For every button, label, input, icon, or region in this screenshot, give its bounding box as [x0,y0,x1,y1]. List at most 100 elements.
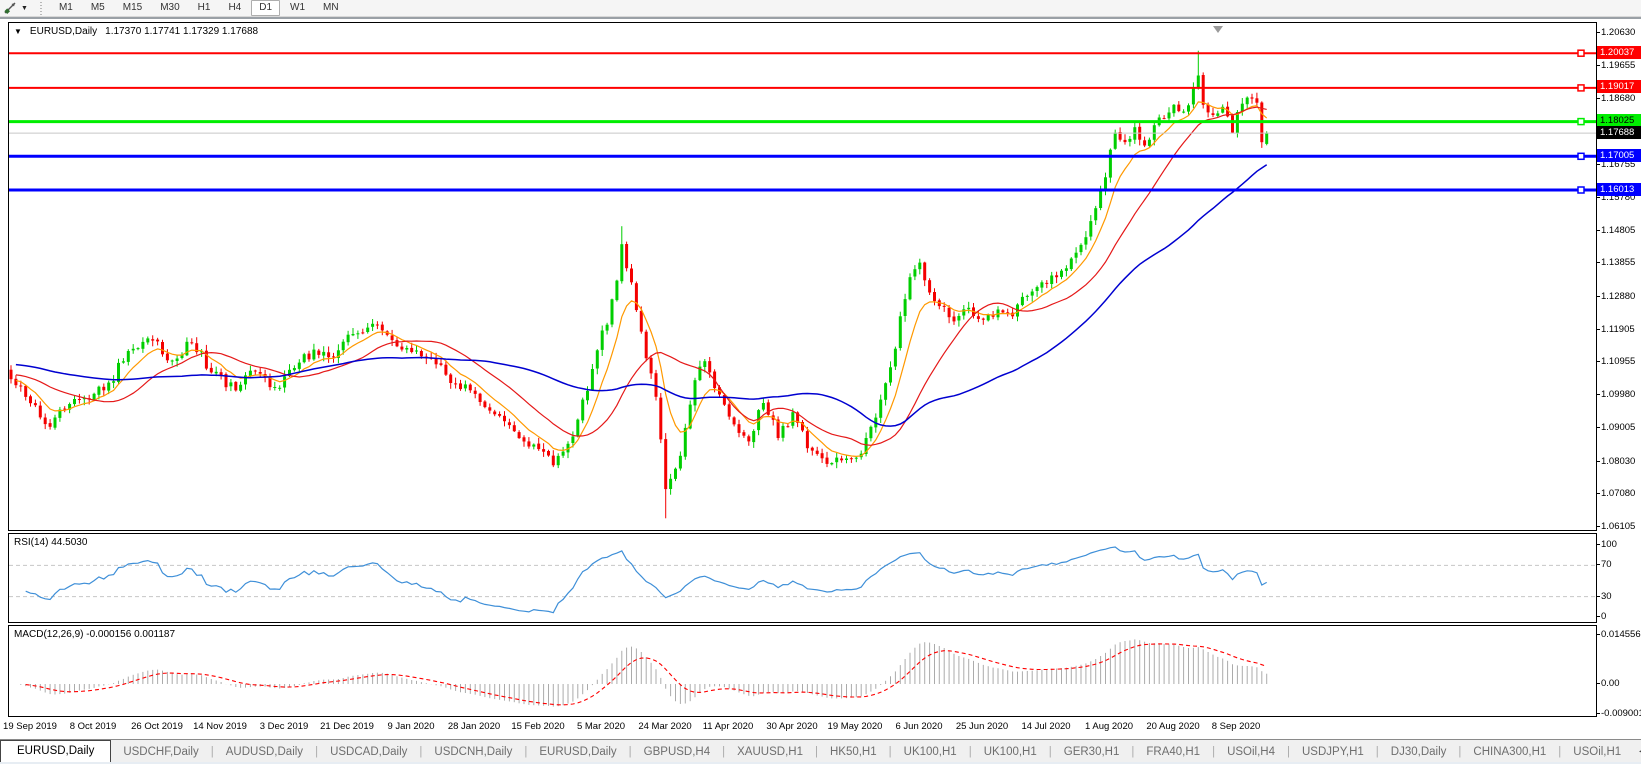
axis-tick-mark [1597,683,1600,684]
chart-tab-usdcad-daily[interactable]: USDCAD,Daily [330,746,408,758]
horizontal-lines[interactable] [9,49,1596,194]
rsi-line [25,546,1267,614]
axis-tick-mark [1597,525,1600,527]
axis-tick-mark [1597,460,1600,462]
time-axis[interactable]: 19 Sep 2019 8 Oct 2019 26 Oct 2019 14 Nov 2… [3,718,1597,739]
price-tick-label: 1.19655 [1601,60,1636,72]
price-tick-label: 1.18680 [1601,93,1636,105]
macd-signal-line [25,643,1267,706]
chart-tab-uk100-h1[interactable]: UK100,H1 [983,746,1037,758]
chart-tab-gbpusd-h4[interactable]: GBPUSD,H4 [643,746,711,758]
chart-ohlc-values: 1.17370 1.17741 1.17329 1.17688 [105,26,259,37]
timeframe-button-mn[interactable]: MN [323,2,339,13]
axis-tick-mark [1597,634,1600,635]
chart-tab-uk100-h1[interactable]: UK100,H1 [903,746,957,758]
rsi-tick-label: 0 [1601,610,1607,622]
macd-canvas[interactable] [9,626,1596,716]
date-tick-label: 20 Aug 2020 [1146,721,1200,732]
price-tick-label: 1.12880 [1601,290,1636,302]
tab-separator: | [888,746,892,758]
rsi-canvas[interactable] [9,534,1596,622]
price-tick-label: 1.14805 [1601,225,1636,237]
axis-tick-mark [1597,492,1600,494]
price-line-badge: 1.16013 [1597,182,1641,196]
chart-tabs: EURUSD,Daily USDCHF,Daily | AUDUSD,Daily | US… [0,740,1633,762]
date-tick-label: 25 Jun 2020 [955,721,1009,732]
timeframe-button-m1[interactable]: M1 [58,2,73,13]
chart-tab-audusd-daily[interactable]: AUDUSD,Daily [225,746,304,758]
price-chart-panel[interactable]: ▼ EURUSD,Daily 1.17370 1.17741 1.17329 1… [8,22,1597,531]
macd-tick-label: -0.009001 [1601,707,1641,719]
axis-tick-mark [1597,615,1600,617]
chart-tab-usdcnh-daily[interactable]: USDCNH,Daily [434,746,513,758]
timeframe-button-d1[interactable]: D1 [251,0,281,16]
chart-tab-fra40-h1[interactable]: FRA40,H1 [1146,746,1201,758]
axis-tick-mark [1597,328,1600,330]
macd-histogram [20,639,1268,707]
tab-separator: | [1375,746,1379,758]
timeframe-button-m5[interactable]: M5 [90,2,105,13]
price-line-badge: 1.19017 [1597,80,1641,94]
date-tick-label: 14 Jul 2020 [1021,721,1071,732]
timeframe-button-h4[interactable]: H4 [228,2,242,13]
date-tick-label: 9 Jan 2020 [387,721,435,732]
axis-tick-mark [1597,262,1600,264]
chart-tab-xauusd-h1[interactable]: XAUUSD,H1 [737,746,803,758]
axis-tick-mark [1597,427,1600,429]
price-tick-label: 1.08030 [1601,455,1636,467]
chart-tab-eurusd-daily[interactable]: EURUSD,Daily [0,740,112,762]
rsi-tick-label: 100 [1601,539,1617,551]
chart-tab-china300-h1[interactable]: CHINA300,H1 [1473,746,1547,758]
chart-tab-usdchf-daily[interactable]: USDCHF,Daily [123,746,199,758]
chart-symbol-label: EURUSD,Daily [29,26,98,37]
tab-separator: | [814,746,818,758]
collapse-indicator-icon[interactable]: ▼ [14,27,22,36]
date-tick-label: 3 Dec 2019 [259,721,309,732]
chart-tab-hk50-h1[interactable]: HK50,H1 [829,746,877,758]
axis-tick-mark [1597,98,1600,100]
chevron-down-icon[interactable]: ▼ [21,4,28,12]
chart-tab-eurusd-daily[interactable]: EURUSD,Daily [539,746,617,758]
timeframe-button-h1[interactable]: H1 [197,2,211,13]
date-tick-label: 26 Oct 2019 [131,721,183,732]
macd-indicator-panel[interactable]: MACD(12,26,9) -0.000156 0.001187 [8,625,1597,717]
toolbar-grip-handle[interactable] [38,1,44,15]
date-tick-label: 11 Apr 2020 [702,721,754,732]
price-tick-label: 1.11905 [1601,323,1635,335]
tab-separator: | [1558,746,1562,758]
axis-tick-mark [1597,394,1600,396]
rsi-indicator-panel[interactable]: RSI(14) 44.5030 [8,533,1597,623]
chart-tab-usdjpy-h1[interactable]: USDJPY,H1 [1302,746,1364,758]
crosshair-tool-button[interactable]: ▼ [0,1,31,16]
axis-tick-mark [1597,163,1600,165]
date-tick-label: 21 Dec 2019 [320,721,374,732]
tab-separator: | [524,746,528,758]
timeframe-button-m30[interactable]: M30 [160,2,180,13]
chart-tab-ger30-h1[interactable]: GER30,H1 [1063,746,1120,758]
price-line-badge: 1.17005 [1597,148,1641,162]
axis-tick-mark [1597,230,1600,232]
date-tick-label: 30 Apr 2020 [766,721,818,732]
date-tick-label: 8 Oct 2019 [69,721,117,732]
price-tick-label: 1.07080 [1601,487,1636,499]
chart-tab-dj30-daily[interactable]: DJ30,Daily [1390,746,1447,758]
date-tick-label: 6 Jun 2020 [895,721,943,732]
timeframe-button-w1[interactable]: W1 [290,2,306,13]
tab-separator: | [968,746,972,758]
price-line-badge: 1.17688 [1597,125,1641,139]
price-tick-label: 1.16755 [1601,158,1636,170]
chart-tab-usoil-h4[interactable]: USOil,H4 [1227,746,1275,758]
tab-separator: | [628,746,632,758]
price-chart-canvas[interactable] [9,23,1596,530]
rsi-tick-label: 70 [1601,559,1612,571]
date-tick-label: 28 Jan 2020 [447,721,501,732]
chart-tab-usoil-h1[interactable]: USOil,H1 [1573,746,1622,758]
price-tick-label: 1.15780 [1601,191,1636,203]
rsi-label: RSI(14) 44.5030 [14,537,88,548]
tab-scroll-left-icon[interactable]: ◄ [1633,741,1641,762]
tab-separator: | [1458,746,1462,758]
chart-shift-marker[interactable] [1213,26,1223,33]
date-tick-label: 19 May 2020 [827,721,883,732]
price-line-badge: 1.20037 [1597,45,1641,59]
timeframe-button-m15[interactable]: M15 [122,2,143,13]
